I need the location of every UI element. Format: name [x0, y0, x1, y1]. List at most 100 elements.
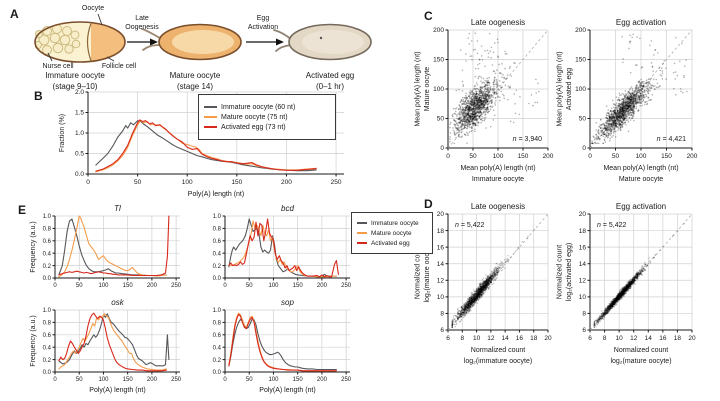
data-point	[478, 288, 480, 290]
data-point	[475, 87, 478, 90]
data-point	[610, 125, 613, 127]
data-point	[482, 100, 485, 103]
data-point	[473, 85, 476, 88]
data-point	[623, 119, 626, 122]
data-point	[473, 109, 476, 112]
data-point	[495, 270, 497, 272]
egg-activation-arrow	[246, 38, 284, 46]
data-point	[635, 107, 638, 110]
data-point	[488, 96, 490, 98]
data-point	[483, 85, 486, 88]
data-point	[463, 115, 466, 117]
data-point	[453, 119, 455, 121]
data-point	[475, 99, 478, 102]
data-point	[621, 104, 623, 106]
data-point	[526, 237, 529, 240]
data-point	[488, 76, 490, 79]
data-point	[627, 110, 630, 113]
data-point	[607, 112, 609, 114]
data-point	[479, 101, 481, 104]
data-point	[470, 108, 473, 111]
y-tick-label: 10	[437, 294, 445, 301]
data-point	[484, 102, 486, 105]
data-point	[471, 117, 474, 119]
data-point	[482, 106, 485, 109]
data-point	[634, 99, 636, 101]
data-point	[613, 127, 615, 130]
data-point	[506, 98, 509, 101]
data-point	[480, 103, 483, 106]
data-point	[471, 112, 473, 114]
data-point	[469, 114, 472, 117]
data-point	[632, 33, 635, 36]
data-point	[480, 90, 482, 93]
data-point	[494, 97, 496, 99]
data-point	[642, 96, 644, 99]
data-point	[454, 126, 457, 129]
data-point	[624, 121, 626, 124]
data-point	[485, 98, 488, 100]
data-point	[481, 103, 484, 105]
data-point	[627, 104, 630, 106]
data-point	[643, 84, 646, 87]
data-point	[620, 117, 623, 119]
y-tick-label: 2.0	[75, 89, 84, 96]
data-point	[449, 136, 451, 138]
data-point	[468, 122, 470, 124]
data-point	[466, 126, 469, 128]
data-point	[624, 117, 626, 120]
data-point	[653, 88, 656, 91]
data-point	[505, 77, 508, 80]
data-point	[650, 40, 653, 42]
data-point	[457, 317, 460, 319]
data-point	[631, 104, 633, 106]
data-point	[494, 278, 496, 280]
data-point	[481, 100, 483, 103]
data-point	[463, 102, 466, 104]
data-point	[626, 101, 628, 103]
data-point	[652, 85, 655, 88]
data-point	[626, 116, 628, 118]
data-point	[454, 107, 457, 110]
data-point	[479, 107, 482, 109]
data-point	[615, 112, 617, 114]
data-point	[613, 120, 615, 123]
data-point	[628, 89, 631, 91]
data-point	[471, 104, 473, 106]
data-point	[471, 120, 474, 123]
data-point	[628, 92, 631, 94]
data-point	[471, 58, 473, 61]
data-point	[632, 99, 635, 101]
data-point	[462, 316, 465, 319]
data-point	[463, 303, 465, 305]
data-point	[622, 108, 625, 110]
data-point	[473, 123, 475, 125]
data-point	[629, 34, 631, 37]
data-point	[469, 117, 472, 119]
data-point	[604, 125, 607, 127]
y-axis-label: Mature oocyte	[424, 67, 431, 111]
data-point	[484, 288, 486, 290]
data-point	[639, 85, 641, 87]
data-point	[614, 120, 616, 122]
data-point	[641, 88, 644, 90]
data-point	[635, 90, 637, 92]
data-point	[616, 114, 619, 117]
data-point	[484, 108, 487, 110]
data-point	[478, 106, 480, 108]
data-point	[615, 122, 618, 125]
data-point	[459, 116, 462, 119]
data-point	[474, 108, 477, 111]
data-point	[467, 117, 469, 120]
data-point	[685, 59, 687, 61]
data-point	[480, 121, 482, 124]
data-point	[481, 82, 483, 84]
data-point	[606, 122, 609, 124]
data-point	[626, 106, 629, 108]
data-point	[462, 110, 465, 113]
y-tick-label: 1.5	[75, 110, 84, 117]
data-point	[616, 109, 619, 112]
data-point	[472, 122, 475, 125]
data-point	[473, 300, 476, 303]
